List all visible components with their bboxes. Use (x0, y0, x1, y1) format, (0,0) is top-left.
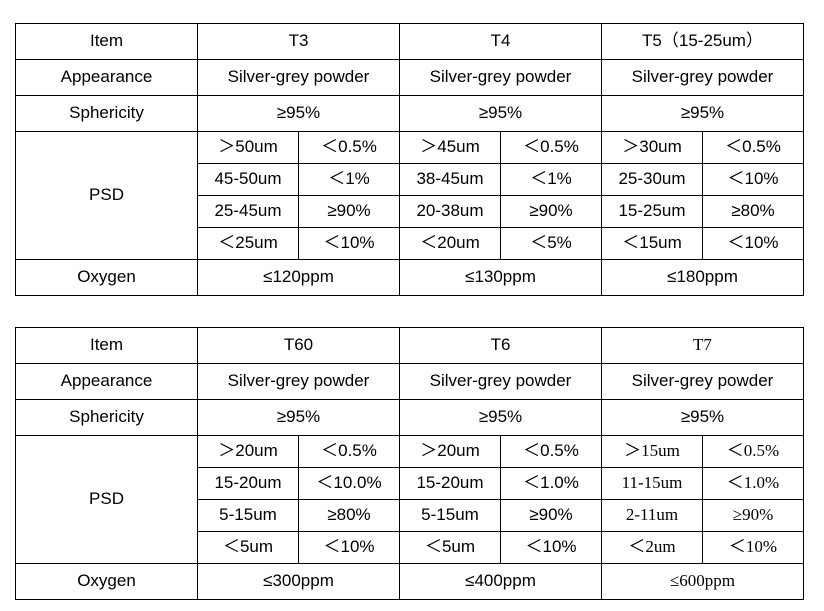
psd-size: ＜25um (197, 227, 299, 260)
appearance-label: Appearance (15, 59, 198, 96)
psd-size: ＜15um (601, 227, 703, 260)
spec-table-2: Item T60 T6 T7 Appearance Silver-grey po… (15, 327, 804, 600)
psd-size: 25-30um (601, 163, 703, 196)
appearance-label: Appearance (15, 363, 198, 400)
item-label: Item (15, 23, 198, 60)
psd-size: ＞20um (399, 435, 501, 468)
psd-row: 5-15um ≥80% 5-15um ≥90% 2-11um ≥90% (16, 499, 804, 532)
item-row: Item T60 T6 T7 (15, 327, 804, 364)
grade-header: T4 (399, 23, 602, 60)
appearance-value: Silver-grey powder (601, 59, 804, 96)
psd-size: ＜5um (399, 531, 501, 564)
oxygen-value: ≤120ppm (197, 259, 400, 296)
psd-size: ＜5um (197, 531, 299, 564)
psd-size: 2-11um (601, 499, 703, 532)
grade-header: T3 (197, 23, 400, 60)
psd-size: 5-15um (197, 499, 299, 532)
item-label: Item (15, 327, 198, 364)
psd-fraction: ＜1.0% (500, 467, 602, 500)
psd-fraction: ≥90% (500, 499, 602, 532)
psd-fraction: ≥80% (298, 499, 400, 532)
psd-fraction: ＜0.5% (500, 131, 602, 164)
psd-fraction: ＜0.5% (702, 435, 804, 468)
psd-fraction: ＜0.5% (298, 131, 400, 164)
sphericity-value: ≥95% (601, 399, 804, 436)
oxygen-label: Oxygen (15, 259, 198, 296)
psd-row: 15-20um ＜10.0% 15-20um ＜1.0% 11-15um ＜1.… (16, 467, 804, 500)
psd-size: ＞30um (601, 131, 703, 164)
psd-fraction: ＜0.5% (298, 435, 400, 468)
sphericity-value: ≥95% (399, 399, 602, 436)
psd-fraction: ＜10% (702, 531, 804, 564)
psd-fraction: ＜1.0% (702, 467, 804, 500)
psd-fraction: ≥80% (702, 195, 804, 228)
psd-fraction: ＜10% (298, 227, 400, 260)
psd-size: ＞15um (601, 435, 703, 468)
psd-fraction: ＜10% (702, 163, 804, 196)
appearance-value: Silver-grey powder (399, 59, 602, 96)
psd-size: 5-15um (399, 499, 501, 532)
psd-size: 45-50um (197, 163, 299, 196)
psd-size: ＞50um (197, 131, 299, 164)
appearance-value: Silver-grey powder (197, 363, 400, 400)
sphericity-label: Sphericity (15, 95, 198, 132)
psd-fraction: ≥90% (702, 499, 804, 532)
item-row: Item T3 T4 T5（15-25um） (15, 23, 804, 60)
oxygen-value: ≤300ppm (197, 563, 400, 600)
psd-size: 20-38um (399, 195, 501, 228)
psd-fraction: ＜10% (298, 531, 400, 564)
psd-row: 45-50um ＜1% 38-45um ＜1% 25-30um ＜10% (16, 163, 804, 196)
oxygen-label: Oxygen (15, 563, 198, 600)
sphericity-value: ≥95% (601, 95, 804, 132)
grade-header: T6 (399, 327, 602, 364)
psd-fraction: ＜0.5% (702, 131, 804, 164)
psd-size: 25-45um (197, 195, 299, 228)
grade-header: T60 (197, 327, 400, 364)
appearance-value: Silver-grey powder (601, 363, 804, 400)
oxygen-value: ≤400ppm (399, 563, 602, 600)
oxygen-row: Oxygen ≤120ppm ≤130ppm ≤180ppm (15, 259, 804, 296)
sphericity-label: Sphericity (15, 399, 198, 436)
sphericity-value: ≥95% (399, 95, 602, 132)
psd-size: ＜20um (399, 227, 501, 260)
psd-size: ＞20um (197, 435, 299, 468)
psd-row: PSD ＞20um ＜0.5% ＞20um ＜0.5% ＞15um ＜0.5% (15, 435, 804, 564)
psd-fraction: ＜10% (500, 531, 602, 564)
psd-size: 38-45um (399, 163, 501, 196)
appearance-value: Silver-grey powder (197, 59, 400, 96)
psd-size: ＜2um (601, 531, 703, 564)
psd-size: 15-20um (197, 467, 299, 500)
sphericity-row: Sphericity ≥95% ≥95% ≥95% (15, 399, 804, 436)
psd-fraction: ≥90% (298, 195, 400, 228)
appearance-row: Appearance Silver-grey powder Silver-gre… (15, 59, 804, 96)
psd-fraction: ＜1% (500, 163, 602, 196)
sphericity-row: Sphericity ≥95% ≥95% ≥95% (15, 95, 804, 132)
psd-size: 11-15um (601, 467, 703, 500)
psd-fraction: ＜1% (298, 163, 400, 196)
spec-table-1: Item T3 T4 T5（15-25um） Appearance Silver… (15, 23, 804, 296)
psd-fraction: ＜5% (500, 227, 602, 260)
psd-fraction: ＜10.0% (298, 467, 400, 500)
grade-header: T5（15-25um） (601, 23, 804, 60)
psd-size: 15-20um (399, 467, 501, 500)
sphericity-value: ≥95% (197, 399, 400, 436)
oxygen-value: ≤180ppm (601, 259, 804, 296)
oxygen-value: ≤600ppm (601, 563, 804, 600)
appearance-row: Appearance Silver-grey powder Silver-gre… (15, 363, 804, 400)
oxygen-row: Oxygen ≤300ppm ≤400ppm ≤600ppm (15, 563, 804, 600)
psd-size: ＞45um (399, 131, 501, 164)
psd-fraction: ＜0.5% (500, 435, 602, 468)
psd-label: PSD (15, 435, 198, 564)
psd-row: PSD ＞50um ＜0.5% ＞45um ＜0.5% ＞30um ＜0.5% (15, 131, 804, 260)
grade-header: T7 (601, 327, 804, 364)
psd-row: 25-45um ≥90% 20-38um ≥90% 15-25um ≥80% (16, 195, 804, 228)
psd-row: ＜25um ＜10% ＜20um ＜5% ＜15um ＜10% (16, 227, 804, 260)
psd-fraction: ＜10% (702, 227, 804, 260)
oxygen-value: ≤130ppm (399, 259, 602, 296)
psd-size: 15-25um (601, 195, 703, 228)
psd-label: PSD (15, 131, 198, 260)
appearance-value: Silver-grey powder (399, 363, 602, 400)
sphericity-value: ≥95% (197, 95, 400, 132)
psd-fraction: ≥90% (500, 195, 602, 228)
